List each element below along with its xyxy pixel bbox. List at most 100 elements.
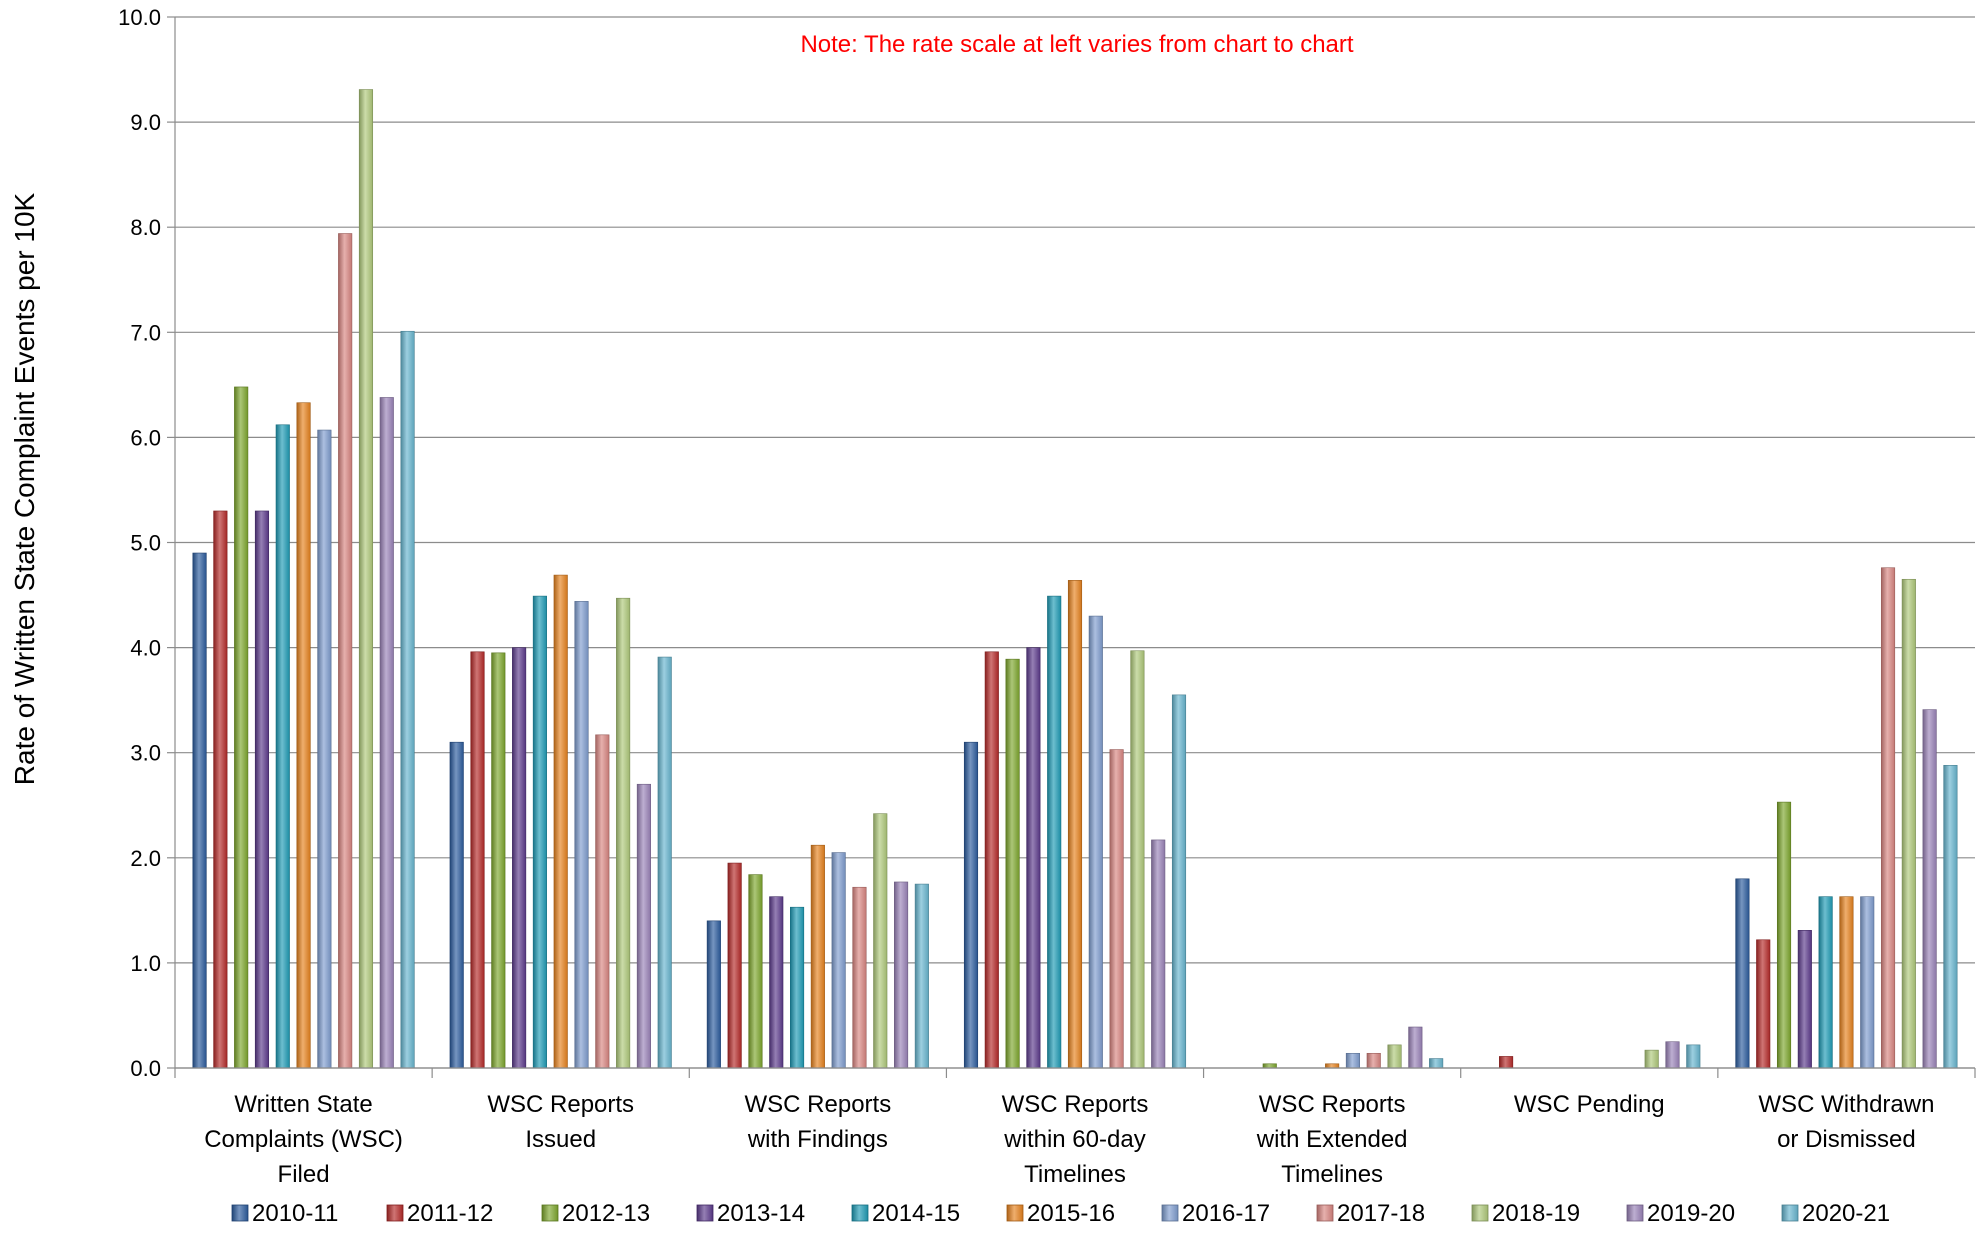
y-tick-label: 8.0 bbox=[130, 215, 161, 240]
legend-swatch bbox=[1471, 1204, 1489, 1222]
y-tick-label: 6.0 bbox=[130, 425, 161, 450]
legend-item: 2016-17 bbox=[1161, 1200, 1270, 1227]
y-tick-label: 3.0 bbox=[130, 741, 161, 766]
legend-label: 2020-21 bbox=[1802, 1200, 1890, 1227]
category-label: WSC Reports within 60-day Timelines bbox=[1002, 1091, 1149, 1188]
bar-2012-13-cat1 bbox=[234, 386, 249, 1069]
bar-2018-19-cat7 bbox=[1901, 578, 1916, 1069]
bar-2013-14-cat7 bbox=[1797, 930, 1812, 1069]
legend-item: 2010-11 bbox=[231, 1200, 338, 1227]
bar-2013-14-cat4 bbox=[1026, 647, 1041, 1069]
bar-2019-20-cat5 bbox=[1408, 1026, 1423, 1069]
bar-2011-12-cat7 bbox=[1756, 939, 1771, 1069]
bar-2019-20-cat2 bbox=[636, 783, 651, 1069]
legend-label: 2010-11 bbox=[252, 1200, 338, 1227]
y-axis-title: Rate of Written State Complaint Events p… bbox=[9, 192, 40, 785]
bar-2020-21-cat7 bbox=[1943, 765, 1958, 1069]
bar-2014-15-cat7 bbox=[1818, 896, 1833, 1069]
bar-2020-21-cat3 bbox=[914, 883, 929, 1069]
bar-2010-11-cat1 bbox=[192, 552, 207, 1069]
category-label: Written State Complaints (WSC) Filed bbox=[204, 1091, 403, 1188]
bar-2015-16-cat3 bbox=[810, 844, 825, 1069]
bar-2018-19-cat2 bbox=[616, 597, 631, 1069]
bar-2012-13-cat5 bbox=[1262, 1063, 1277, 1069]
bar-2019-20-cat1 bbox=[379, 397, 394, 1069]
bar-2011-12-cat6 bbox=[1499, 1056, 1514, 1069]
bar-2020-21-cat4 bbox=[1171, 694, 1187, 1069]
chart-note: Note: The rate scale at left varies from… bbox=[800, 31, 1353, 58]
legend-label: 2019-20 bbox=[1647, 1200, 1735, 1227]
category-label: WSC Pending bbox=[1514, 1091, 1665, 1118]
legend-item: 2018-19 bbox=[1471, 1200, 1580, 1227]
bar-2013-14-cat2 bbox=[512, 647, 527, 1069]
legend-item: 2015-16 bbox=[1006, 1200, 1115, 1227]
legend-swatch bbox=[696, 1204, 714, 1222]
legend-label: 2013-14 bbox=[717, 1200, 805, 1227]
bar-2019-20-cat4 bbox=[1151, 839, 1166, 1069]
bar-2017-18-cat3 bbox=[852, 886, 867, 1069]
y-tick-label: 9.0 bbox=[130, 110, 161, 135]
legend-swatch bbox=[1626, 1204, 1644, 1222]
legend-item: 2020-21 bbox=[1781, 1200, 1890, 1227]
bar-2016-17-cat1 bbox=[317, 429, 332, 1069]
bar-2020-21-cat1 bbox=[400, 330, 415, 1069]
legend-item: 2011-12 bbox=[386, 1200, 493, 1227]
legend: 2010-11 2011-12 2012-13 2013-14 2014-15 2015-… bbox=[231, 1200, 1890, 1227]
bar-2019-20-cat7 bbox=[1922, 709, 1937, 1069]
legend-label: 2012-13 bbox=[562, 1200, 650, 1227]
bar-2019-20-cat6 bbox=[1665, 1041, 1680, 1069]
legend-swatch bbox=[851, 1204, 869, 1222]
bar-2013-14-cat1 bbox=[254, 510, 270, 1069]
bar-2014-15-cat4 bbox=[1047, 595, 1062, 1069]
bar-2020-21-cat6 bbox=[1686, 1044, 1701, 1069]
bar-2013-14-cat3 bbox=[769, 896, 784, 1069]
bar-2017-18-cat5 bbox=[1366, 1052, 1381, 1069]
bar-2020-21-cat2 bbox=[657, 656, 672, 1069]
bar-2010-11-cat7 bbox=[1735, 878, 1750, 1069]
bar-2012-13-cat3 bbox=[748, 874, 763, 1069]
bar-2015-16-cat5 bbox=[1325, 1063, 1340, 1069]
bar-2020-21-cat5 bbox=[1429, 1058, 1444, 1069]
bar-2017-18-cat4 bbox=[1109, 749, 1124, 1069]
legend-swatch bbox=[1161, 1204, 1179, 1222]
bar-2011-12-cat2 bbox=[470, 651, 485, 1069]
bar-2010-11-cat3 bbox=[706, 920, 721, 1069]
bar-2016-17-cat3 bbox=[831, 852, 846, 1069]
axes bbox=[174, 17, 1975, 1069]
legend-swatch bbox=[1316, 1204, 1334, 1222]
y-tick-label: 7.0 bbox=[130, 320, 161, 345]
legend-swatch bbox=[541, 1204, 559, 1222]
bar-2014-15-cat1 bbox=[275, 424, 290, 1069]
y-tick-label: 1.0 bbox=[130, 951, 161, 976]
y-tick-label: 0.0 bbox=[130, 1056, 161, 1081]
bar-2015-16-cat2 bbox=[553, 574, 568, 1069]
bar-2018-19-cat6 bbox=[1644, 1049, 1659, 1069]
legend-label: 2014-15 bbox=[872, 1200, 960, 1227]
bar-2016-17-cat5 bbox=[1345, 1052, 1360, 1069]
bar-2017-18-cat1 bbox=[338, 233, 353, 1069]
bars bbox=[192, 89, 1958, 1069]
category-label: WSC Withdrawn or Dismissed bbox=[1758, 1091, 1934, 1153]
legend-label: 2015-16 bbox=[1027, 1200, 1115, 1227]
legend-swatch bbox=[1006, 1204, 1024, 1222]
legend-label: 2011-12 bbox=[407, 1200, 493, 1227]
y-tick-label: 5.0 bbox=[130, 531, 161, 556]
category-label: WSC Reports with Extended Timelines bbox=[1256, 1091, 1408, 1188]
bar-2018-19-cat4 bbox=[1130, 650, 1145, 1069]
bar-2018-19-cat1 bbox=[358, 89, 374, 1069]
bar-2016-17-cat2 bbox=[574, 601, 589, 1069]
legend-item: 2017-18 bbox=[1316, 1200, 1425, 1227]
legend-swatch bbox=[1781, 1204, 1799, 1222]
bar-2014-15-cat3 bbox=[790, 906, 805, 1069]
legend-item: 2013-14 bbox=[696, 1200, 805, 1227]
y-tick-labels: 0.0 1.0 2.0 3.0 4.0 5.0 6.0 7.0 8.0 9.0 10.0 bbox=[118, 5, 161, 1081]
bar-2019-20-cat3 bbox=[894, 881, 909, 1069]
bar-2012-13-cat2 bbox=[491, 652, 506, 1069]
bar-2010-11-cat4 bbox=[963, 741, 979, 1069]
bar-2018-19-cat5 bbox=[1387, 1044, 1402, 1069]
bar-2011-12-cat4 bbox=[984, 651, 999, 1069]
legend-swatch bbox=[386, 1204, 404, 1222]
bar-2011-12-cat3 bbox=[727, 862, 742, 1069]
category-label: WSC Reports Issued bbox=[487, 1091, 634, 1153]
